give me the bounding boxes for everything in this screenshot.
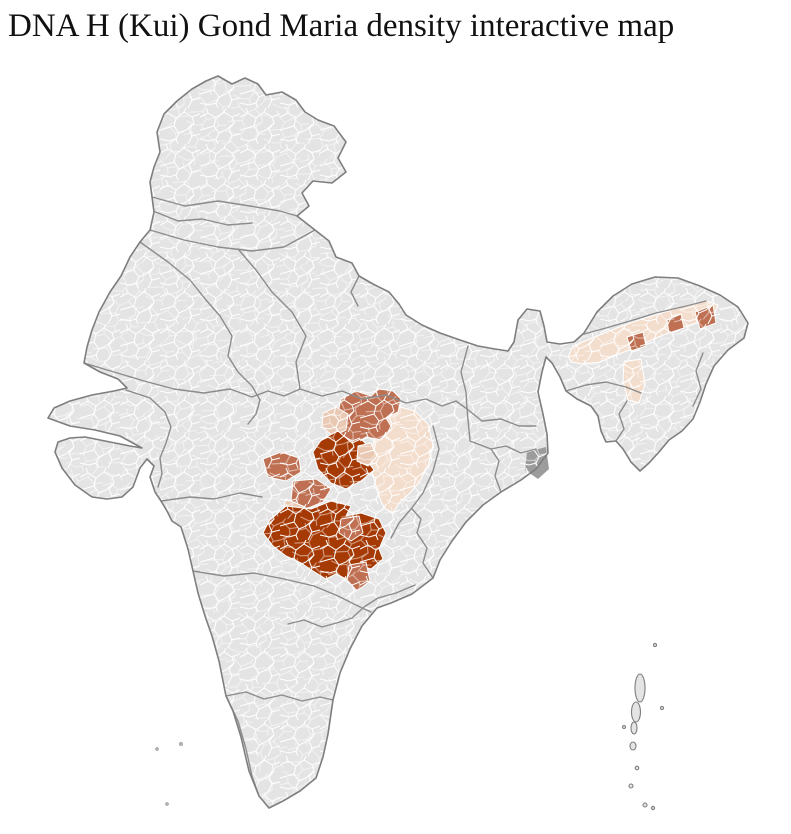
page-title: DNA H (Kui) Gond Maria density interacti… — [8, 8, 675, 44]
lakshadweep-islands[interactable] — [155, 742, 183, 806]
state-borders — [83, 196, 707, 797]
andaman-nicobar-islands[interactable] — [621, 642, 665, 811]
